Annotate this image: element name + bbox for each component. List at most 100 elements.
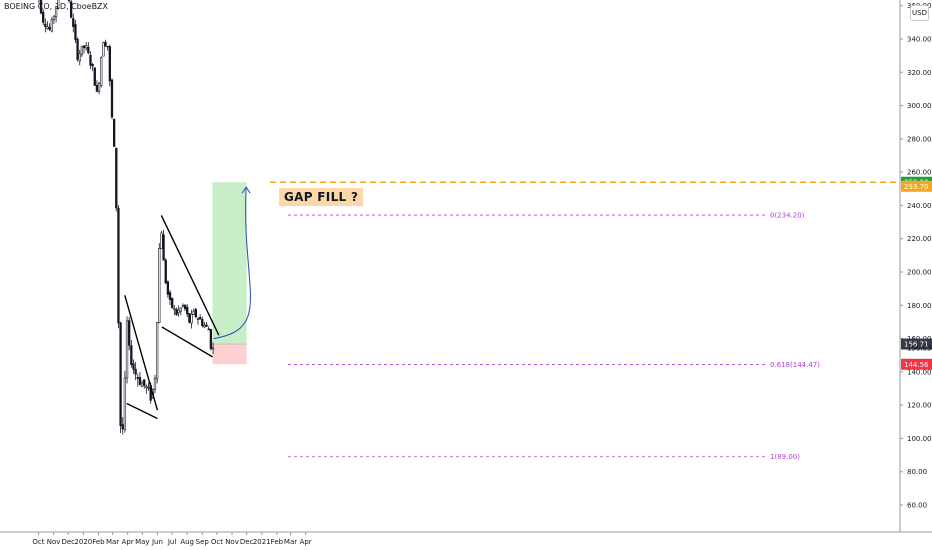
- candle-body: [171, 297, 174, 308]
- x-tick-label: Mar: [284, 538, 297, 546]
- gap-fill-label: GAP FILL ?: [279, 188, 364, 206]
- x-tick-label: Jul: [167, 538, 177, 546]
- candle-body: [134, 368, 137, 375]
- candle-body: [143, 379, 146, 386]
- candle-body: [106, 45, 109, 48]
- currency-badge[interactable]: USD: [910, 5, 929, 21]
- price-tag-box: [901, 358, 932, 370]
- x-tick-label: Apr: [122, 538, 134, 546]
- time-axis[interactable]: Oct Nov Dec 2020 Feb Mar Apr May Jun Jul Aug Sep Oct…: [0, 531, 932, 546]
- x-tick-label: Nov: [225, 538, 239, 546]
- candle-body: [194, 308, 197, 318]
- y-tick-label: 340.00: [907, 36, 932, 44]
- candle-body: [93, 67, 96, 86]
- candlestick-series: [38, 0, 215, 435]
- projection-arrow-curve: [213, 187, 251, 340]
- candle-body: [145, 385, 148, 389]
- candle-body: [89, 55, 92, 66]
- candle-body: [82, 45, 86, 49]
- candle-body: [192, 310, 195, 315]
- fib-0-label: 0(234.20): [770, 212, 805, 220]
- y-tick-label: 100.00: [907, 435, 932, 443]
- candle-body: [162, 234, 165, 261]
- candle-body: [108, 46, 111, 82]
- candle-body: [207, 328, 210, 331]
- candle-body: [168, 292, 172, 300]
- candle-body: [158, 247, 161, 323]
- y-tick-label: 60.00: [907, 502, 927, 510]
- x-tick-label: Mar: [106, 538, 119, 546]
- x-tick-label: Dec: [61, 538, 75, 546]
- y-tick-label: 320.00: [907, 69, 932, 77]
- candle-body: [128, 320, 131, 346]
- candle-body: [132, 363, 135, 370]
- fib-labels: 0(234.20) 0.618(144.47) 1(89.00): [770, 212, 820, 462]
- x-tick-label: 2020: [74, 538, 92, 546]
- candle-body: [117, 207, 120, 324]
- price-tag-box: [901, 338, 932, 350]
- y-tick-label: 280.00: [907, 135, 932, 143]
- candle-body: [140, 382, 144, 387]
- price-tag-label: 144.56: [904, 361, 929, 369]
- wedge-upper-trendline: [160, 215, 220, 336]
- wedge-lower-trendline: [161, 326, 213, 358]
- candle-body: [209, 329, 213, 350]
- candle-body: [211, 347, 215, 350]
- x-tick-label: Apr: [300, 538, 312, 546]
- candle-body: [104, 41, 107, 47]
- candle-body: [85, 45, 88, 49]
- y-tick-label: 180.00: [907, 302, 932, 310]
- candle-body: [177, 309, 180, 313]
- symbol-title: BOEING CO, 1D, CboeBZX: [4, 2, 109, 11]
- candle-body: [57, 0, 60, 9]
- candle-body: [80, 45, 84, 56]
- horizontal-levels[interactable]: [270, 181, 900, 458]
- candle-body: [52, 15, 56, 20]
- price-tag-label: 253.70: [904, 183, 929, 191]
- x-tick-label: Oct: [32, 538, 44, 546]
- y-tick-label: 240.00: [907, 202, 932, 210]
- candle-body: [110, 79, 114, 118]
- candle-body: [136, 377, 139, 379]
- profit-zone: [212, 182, 247, 345]
- candle-body: [153, 377, 157, 390]
- y-tick-label: 120.00: [907, 402, 932, 410]
- y-tick-label: 300.00: [907, 102, 932, 110]
- candle-body: [78, 53, 81, 62]
- x-tick-label: 2021: [253, 538, 271, 546]
- candle-body: [74, 24, 77, 40]
- candle-body: [196, 318, 200, 321]
- candle-body: [54, 6, 58, 18]
- candle-body: [72, 18, 75, 27]
- x-tick-label: Aug: [180, 538, 194, 546]
- candle-body: [175, 309, 178, 316]
- candle-body: [147, 387, 150, 389]
- candle-body: [39, 0, 43, 14]
- price-tag-label: 156.71: [904, 341, 929, 349]
- candle-body: [198, 317, 202, 320]
- y-tick-label: 80.00: [907, 468, 927, 476]
- x-tick-label: Jun: [151, 538, 163, 546]
- trendline-drawings[interactable]: [124, 186, 251, 420]
- x-tick-label: Feb: [271, 538, 284, 546]
- candle-body: [179, 307, 182, 312]
- x-tick-label: Feb: [92, 538, 105, 546]
- price-tag-label: 156.03: [907, 345, 932, 353]
- long-position-zones[interactable]: [212, 182, 247, 365]
- candle-body: [186, 306, 189, 315]
- loss-zone: [212, 344, 247, 365]
- candle-body: [102, 42, 105, 57]
- candle-body: [181, 305, 185, 307]
- y-tick-label: 260.00: [907, 169, 932, 177]
- candle-body: [160, 232, 163, 250]
- candle-body: [76, 39, 79, 60]
- price-axis[interactable]: 60.0080.00100.00120.00140.00160.00180.00…: [899, 0, 932, 532]
- candle-body: [87, 46, 90, 54]
- candle-body: [50, 19, 53, 32]
- candle-body: [42, 11, 45, 23]
- y-tick-label: 140.00: [907, 368, 932, 376]
- x-tick-label: Nov: [47, 538, 61, 546]
- projection-arrow-head: [241, 186, 251, 194]
- candle-body: [121, 424, 124, 430]
